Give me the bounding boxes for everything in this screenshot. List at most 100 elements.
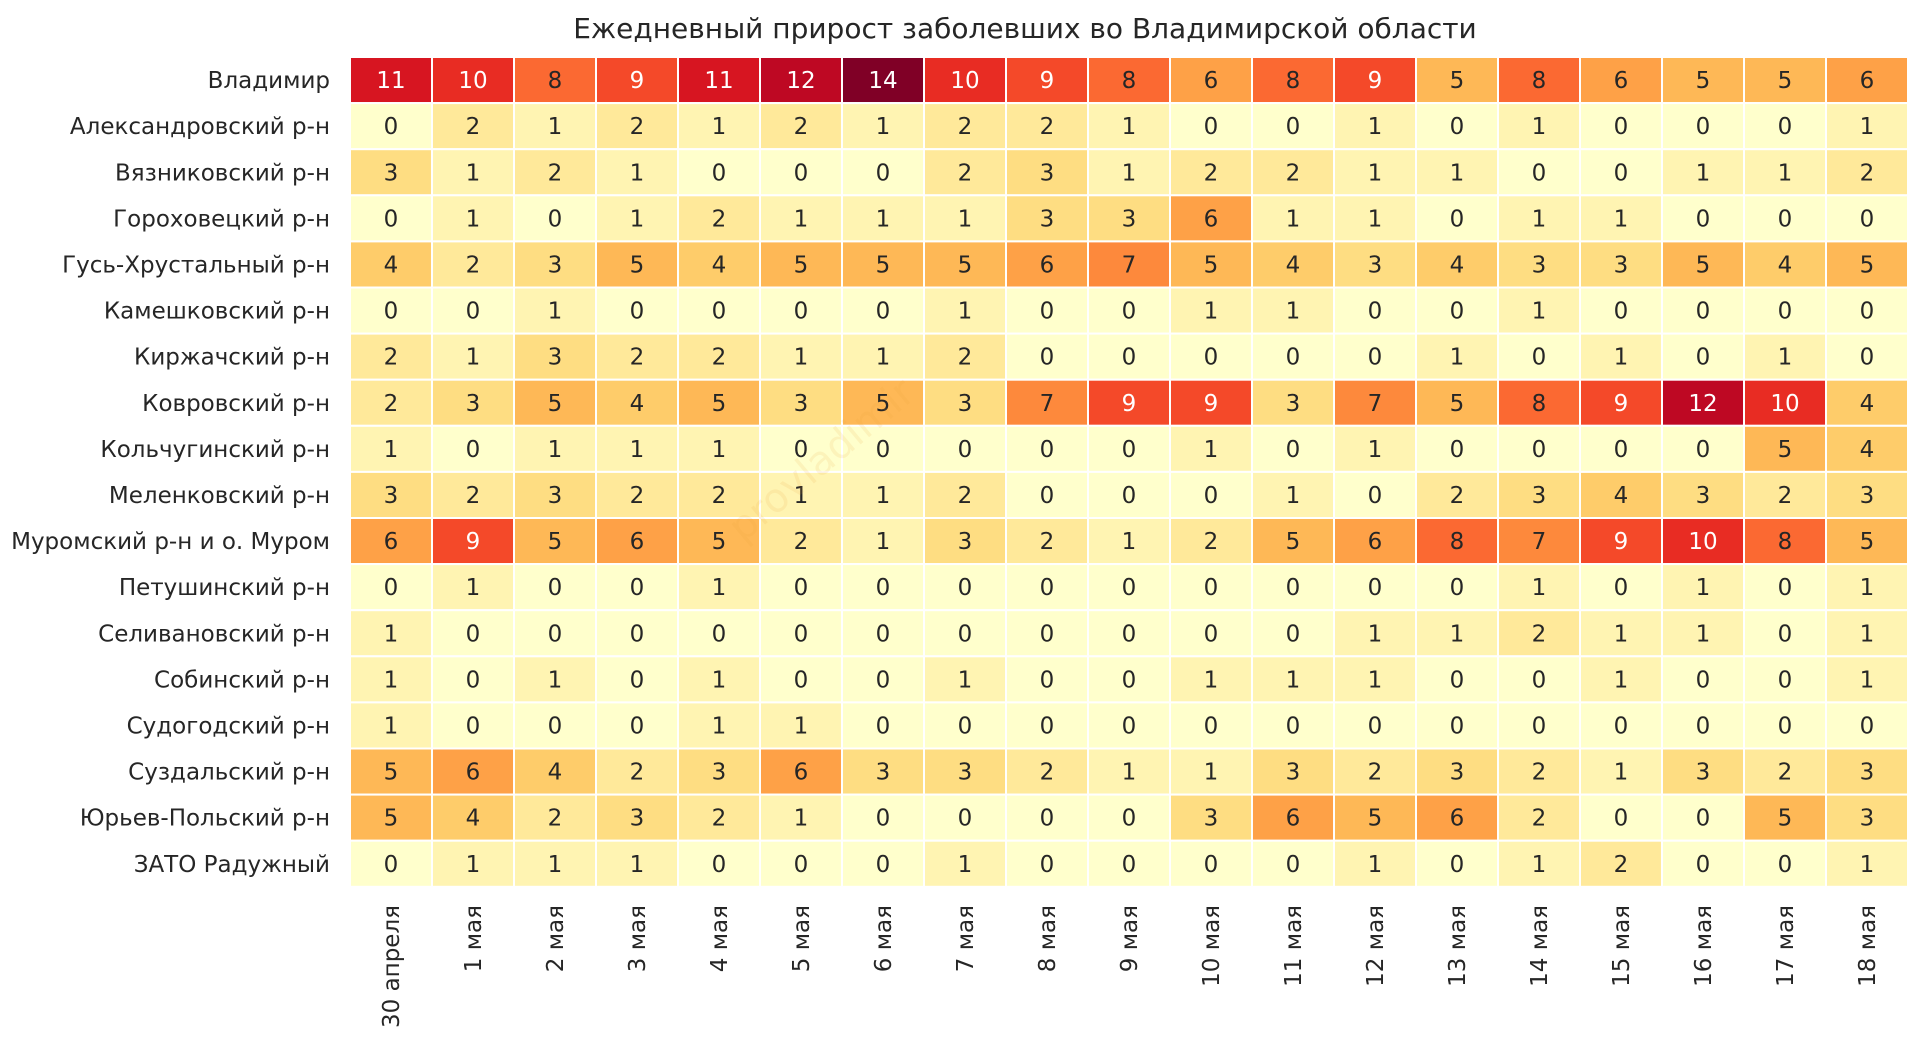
heatmap-cell	[513, 839, 597, 888]
cell-value-label: 2	[958, 345, 973, 371]
row-labels: Владимир Александровский р-н Вязниковский …	[11, 68, 330, 878]
heatmap-cell	[1333, 148, 1417, 197]
cell-value-label: 4	[712, 252, 727, 278]
heatmap-cell	[1825, 286, 1909, 335]
cell-value-label: 5	[1204, 252, 1219, 278]
heatmap-cell	[431, 286, 515, 335]
cell-value-label: 6	[1614, 68, 1629, 94]
cell-value-label: 1	[876, 483, 891, 509]
heatmap-cell	[1415, 747, 1499, 796]
cell-value-label: 7	[1122, 252, 1137, 278]
cell-value-label: 0	[1860, 299, 1875, 325]
column-label: 16 мая	[1691, 905, 1717, 987]
cell-value-label: 12	[1688, 391, 1717, 417]
cell-value-label: 9	[1040, 68, 1055, 94]
cell-value-label: 0	[630, 575, 645, 601]
column-label: 13 мая	[1445, 905, 1471, 987]
heatmap-cell	[923, 286, 1007, 335]
row-label: Муромский р-н и о. Муром	[11, 529, 330, 555]
cell-value-label: 0	[876, 621, 891, 647]
cell-value-label: 10	[458, 68, 487, 94]
cell-value-label: 3	[1286, 391, 1301, 417]
heatmap-cell	[1661, 194, 1745, 243]
heatmap-cell	[431, 839, 515, 888]
heatmap-cell	[1087, 286, 1171, 335]
heatmap-cell	[1825, 609, 1909, 658]
heatmap-cell	[759, 378, 843, 427]
heatmap-cell	[513, 517, 597, 566]
heatmap-cell	[1333, 517, 1417, 566]
heatmap-cell	[1579, 609, 1663, 658]
heatmap-cell	[1333, 424, 1417, 473]
cell-value-label: 0	[958, 575, 973, 601]
heatmap-cell	[349, 286, 433, 335]
cell-value-label: 0	[1122, 806, 1137, 832]
cell-value-label: 0	[1204, 483, 1219, 509]
heatmap-cell	[1579, 56, 1663, 105]
heatmap-cell	[1251, 793, 1335, 842]
heatmap-cell	[1825, 332, 1909, 381]
cell-value-label: 2	[712, 206, 727, 232]
cell-value-label: 0	[712, 621, 727, 647]
heatmap-cell	[513, 655, 597, 704]
cell-value-label: 2	[1450, 483, 1465, 509]
heatmap-cell	[1497, 701, 1581, 750]
row-label: Юрьев-Польский р-н	[80, 806, 330, 832]
heatmap-cell	[1743, 424, 1827, 473]
cell-value-label: 1	[876, 529, 891, 555]
cell-value-label: 0	[1040, 621, 1055, 647]
heatmap-cell	[1333, 378, 1417, 427]
heatmap-cell	[1579, 517, 1663, 566]
heatmap-cell	[759, 609, 843, 658]
cell-value-label: 0	[1204, 114, 1219, 140]
heatmap-cell	[513, 286, 597, 335]
heatmap-cell	[595, 194, 679, 243]
heatmap-cell	[1415, 56, 1499, 105]
heatmap-cell	[1825, 563, 1909, 612]
cell-value-label: 0	[1204, 621, 1219, 647]
cell-value-label: 0	[1696, 114, 1711, 140]
row-label: Петушинский р-н	[119, 575, 330, 601]
cell-value-label: 8	[1122, 68, 1137, 94]
cell-value-label: 6	[1368, 529, 1383, 555]
cell-value-label: 1	[1204, 760, 1219, 786]
heatmap-cell	[1661, 332, 1745, 381]
cell-value-label: 3	[548, 483, 563, 509]
cell-value-label: 2	[1778, 483, 1793, 509]
cell-value-label: 0	[876, 806, 891, 832]
row-label: Вязниковский р-н	[115, 160, 330, 186]
heatmap-cell	[1415, 332, 1499, 381]
cell-value-label: 1	[876, 345, 891, 371]
cell-value-label: 1	[1696, 575, 1711, 601]
cell-value-label: 1	[876, 114, 891, 140]
cell-value-label: 1	[548, 437, 563, 463]
cell-value-label: 9	[1122, 391, 1137, 417]
heatmap-cell	[349, 701, 433, 750]
cell-value-label: 3	[384, 160, 399, 186]
heatmap-cell	[349, 240, 433, 289]
cell-value-label: 1	[958, 206, 973, 232]
heatmap-cell	[1415, 655, 1499, 704]
cell-value-label: 3	[1204, 806, 1219, 832]
cell-value-label: 0	[384, 575, 399, 601]
heatmap-cell	[1169, 793, 1253, 842]
heatmap-cell	[1497, 286, 1581, 335]
cell-value-label: 5	[548, 391, 563, 417]
cell-value-label: 0	[1204, 345, 1219, 371]
cell-value-label: 0	[1286, 437, 1301, 463]
heatmap-cell	[1825, 194, 1909, 243]
cell-value-label: 3	[712, 760, 727, 786]
cell-value-label: 2	[1860, 160, 1875, 186]
cell-value-label: 7	[1532, 529, 1547, 555]
cell-value-label: 2	[630, 760, 645, 786]
cell-value-label: 0	[876, 667, 891, 693]
heatmap-cell	[1087, 56, 1171, 105]
heatmap-cell	[1251, 424, 1335, 473]
cell-value-label: 0	[1532, 713, 1547, 739]
cell-value-label: 11	[704, 68, 733, 94]
heatmap-cell	[349, 609, 433, 658]
heatmap-cell	[349, 793, 433, 842]
column-label: 4 мая	[707, 905, 733, 972]
heatmap-cell	[1087, 655, 1171, 704]
heatmap-cell	[677, 609, 761, 658]
